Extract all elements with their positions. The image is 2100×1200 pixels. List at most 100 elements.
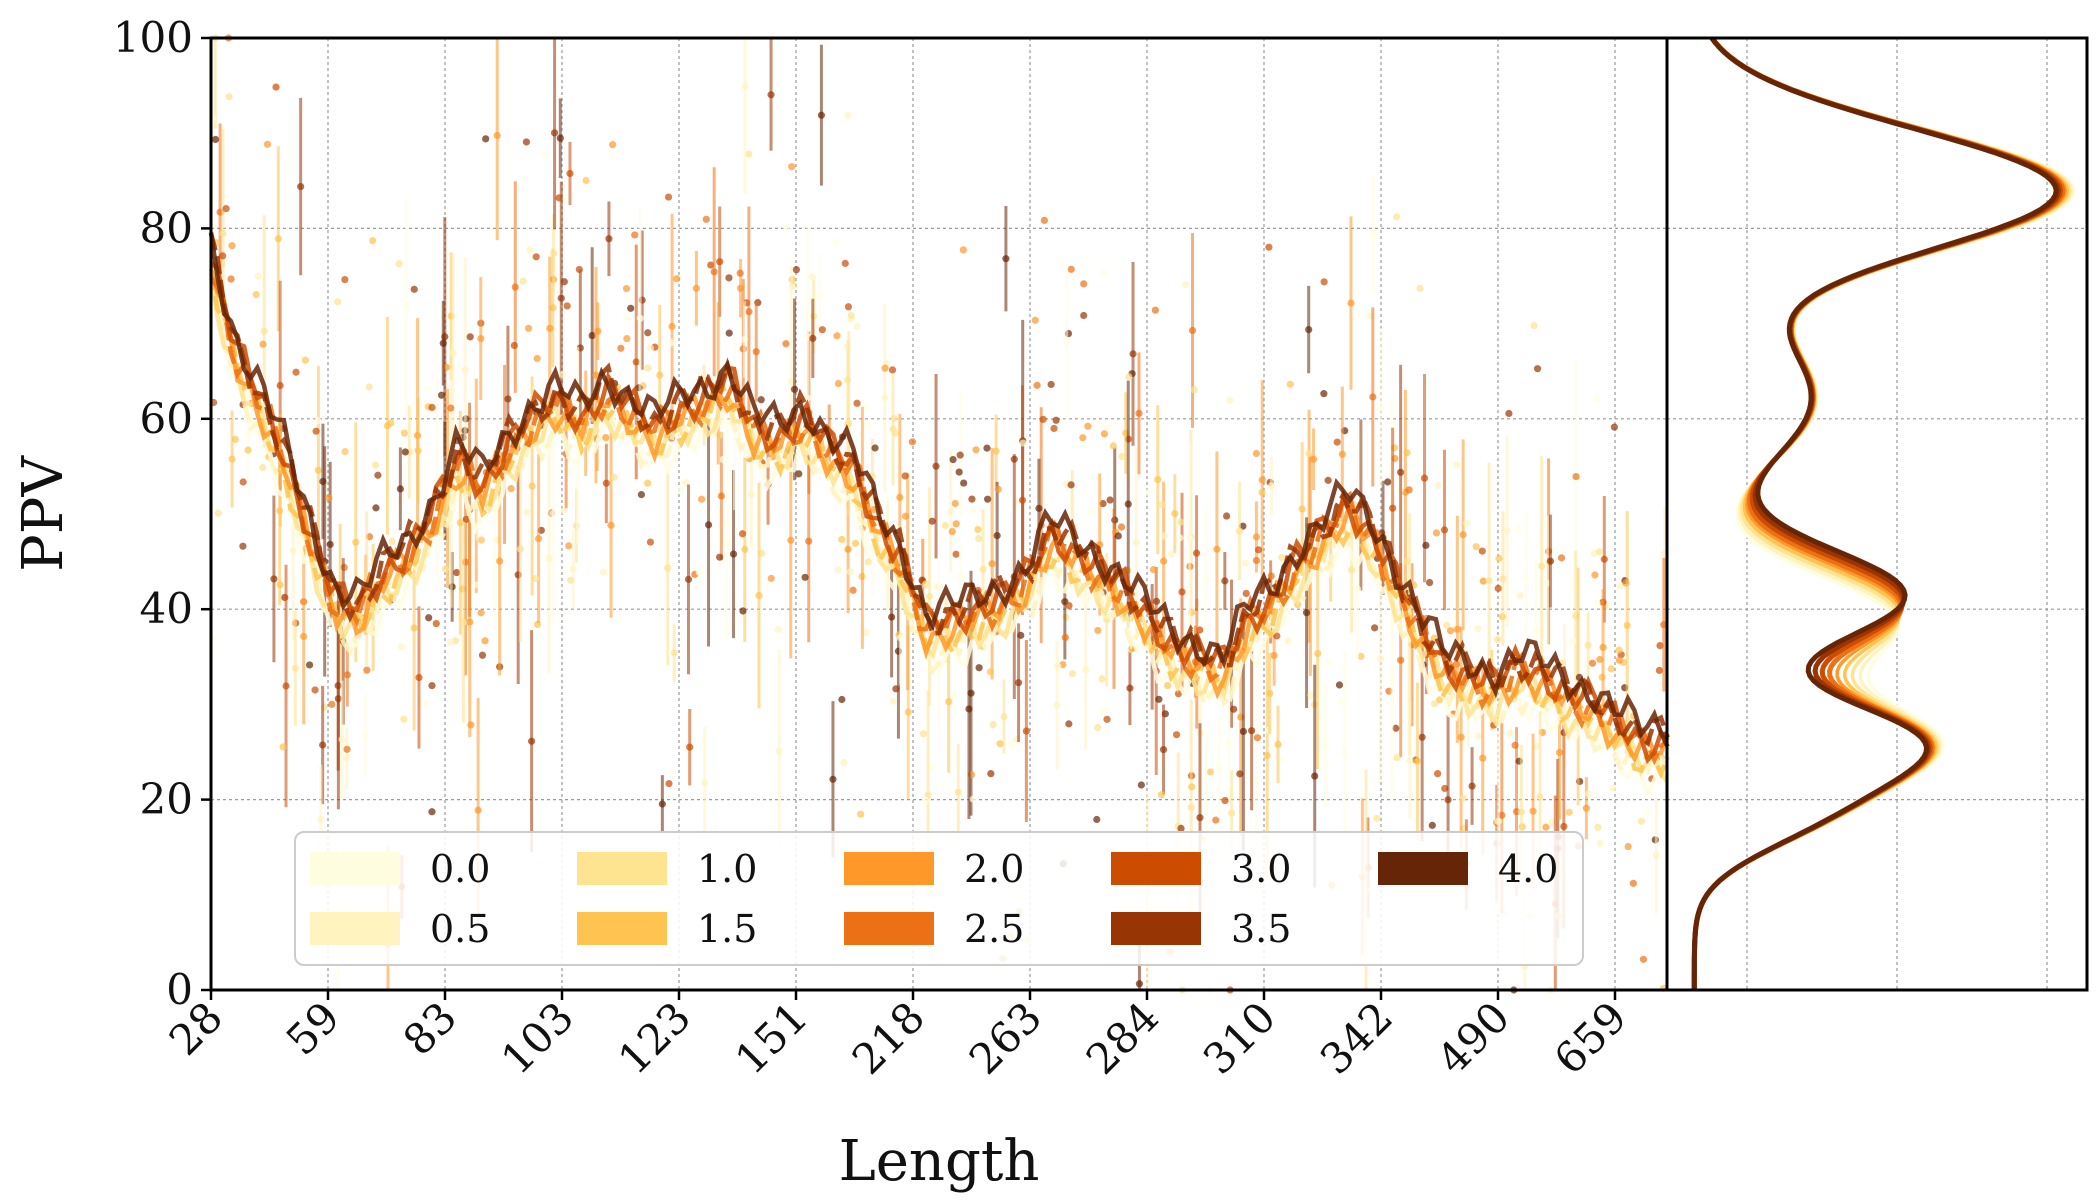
scatter-point — [550, 249, 558, 257]
scatter-point — [605, 235, 613, 243]
scatter-point — [1254, 546, 1263, 554]
scatter-point — [1392, 724, 1400, 732]
scatter-point — [864, 558, 872, 566]
scatter-point — [343, 753, 351, 762]
legend-swatch-1.0 — [577, 852, 667, 885]
scatter-point — [510, 341, 518, 350]
scatter-point — [952, 520, 960, 528]
scatter-point — [474, 806, 482, 814]
scatter-point — [401, 448, 409, 456]
scatter-point — [428, 808, 436, 816]
scatter-point — [1100, 707, 1108, 715]
scatter-point — [1428, 821, 1436, 829]
scatter-point — [511, 283, 519, 291]
scatter-point — [881, 364, 889, 372]
scatter-point — [397, 643, 405, 651]
scatter-point — [1444, 796, 1452, 804]
scatter-point — [1002, 255, 1010, 263]
scatter-point — [1517, 808, 1525, 816]
scatter-point — [341, 447, 349, 456]
x-tick-label: 123 — [609, 992, 700, 1083]
scatter-point — [1503, 527, 1511, 535]
scatter-point — [1596, 839, 1604, 848]
scatter-point — [965, 705, 973, 713]
scatter-point — [328, 700, 336, 708]
scatter-point — [1273, 632, 1281, 640]
scatter-point — [782, 223, 790, 231]
scatter-point — [1144, 488, 1152, 497]
scatter-point — [523, 508, 531, 516]
scatter-point — [849, 586, 857, 594]
scatter-point — [1472, 543, 1480, 551]
scatter-point — [927, 763, 936, 771]
scatter-point — [888, 613, 896, 621]
scatter-point — [1270, 651, 1278, 660]
scatter-point — [466, 618, 474, 626]
scatter-point — [908, 438, 917, 446]
scatter-point — [560, 507, 568, 515]
scatter-point — [1263, 751, 1271, 760]
scatter-point — [1416, 284, 1424, 293]
scatter-point — [1252, 778, 1260, 786]
scatter-point — [767, 574, 775, 583]
scatter-point — [989, 721, 997, 729]
scatter-point — [1286, 380, 1294, 388]
scatter-point — [1137, 781, 1145, 789]
scatter-point — [1324, 476, 1332, 484]
scatter-point — [300, 632, 308, 641]
scatter-point — [1443, 621, 1451, 629]
scatter-point — [228, 455, 236, 463]
scatter-point — [986, 668, 995, 676]
scatter-point — [969, 506, 977, 515]
x-tick-label: 218 — [843, 992, 934, 1083]
scatter-point — [1018, 496, 1027, 504]
scatter-point — [1103, 715, 1111, 723]
scatter-point — [741, 82, 749, 90]
scatter-point — [627, 304, 635, 312]
scatter-point — [1186, 534, 1194, 542]
scatter-point — [567, 576, 575, 584]
side-panel-frame — [1665, 36, 2089, 992]
scatter-point — [365, 383, 373, 391]
scatter-point — [1588, 659, 1597, 667]
scatter-point — [1610, 423, 1618, 431]
scatter-point — [1052, 416, 1060, 424]
scatter-point — [844, 303, 853, 311]
scatter-point — [1389, 504, 1397, 512]
scatter-point — [338, 735, 346, 744]
scatter-point — [317, 815, 325, 824]
scatter-point — [664, 564, 672, 572]
scatter-point — [1022, 727, 1030, 735]
y-tick-label: 80 — [140, 203, 193, 252]
legend-swatch-2.0 — [844, 852, 934, 885]
scatter-point — [1434, 481, 1442, 490]
density-line-2.0 — [1692, 36, 2067, 990]
scatter-point — [801, 573, 809, 581]
scatter-point — [692, 284, 700, 292]
scatter-point — [326, 540, 334, 549]
scatter-point — [449, 349, 457, 357]
scatter-point — [1039, 415, 1047, 424]
scatter-point — [1643, 807, 1651, 815]
legend-swatch-3.0 — [1111, 852, 1201, 885]
scatter-point — [725, 274, 733, 282]
legend-label-4.0: 4.0 — [1498, 847, 1558, 891]
scatter-point — [1468, 782, 1476, 790]
scatter-point — [1157, 791, 1166, 799]
scatter-point — [1457, 733, 1465, 741]
scatter-point — [558, 370, 566, 379]
scatter-point — [805, 537, 813, 545]
scatter-point — [847, 312, 855, 320]
scatter-point — [343, 745, 351, 753]
scatter-point — [301, 356, 310, 364]
scatter-point — [1126, 684, 1134, 692]
legend-label-1.5: 1.5 — [697, 907, 757, 951]
scatter-point — [1164, 681, 1172, 690]
scatter-point — [851, 539, 860, 547]
scatter-point — [400, 715, 408, 723]
scatter-point — [550, 129, 559, 137]
scatter-point — [948, 527, 956, 536]
scatter-point — [1320, 278, 1328, 286]
scatter-point — [1242, 589, 1250, 598]
scatter-point — [582, 176, 590, 185]
